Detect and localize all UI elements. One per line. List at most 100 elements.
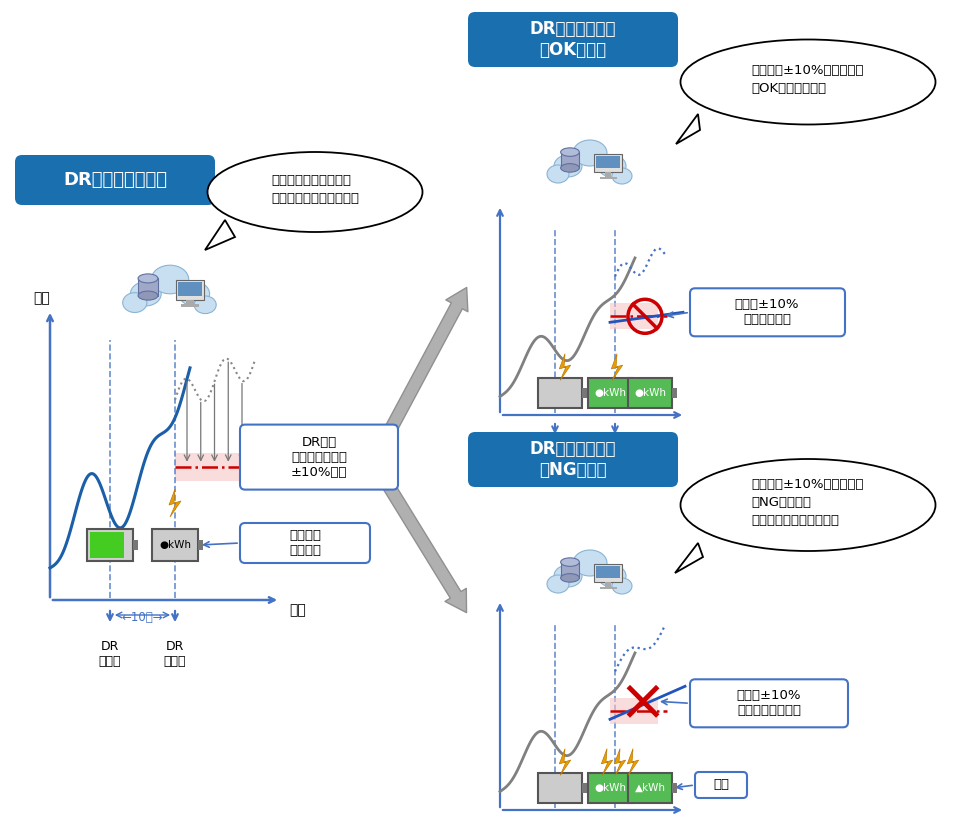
FancyBboxPatch shape xyxy=(468,12,678,67)
Ellipse shape xyxy=(547,165,569,183)
Bar xyxy=(538,378,582,408)
Ellipse shape xyxy=(561,573,579,582)
Bar xyxy=(152,529,198,561)
FancyBboxPatch shape xyxy=(690,288,845,336)
Polygon shape xyxy=(614,748,626,776)
Ellipse shape xyxy=(131,282,161,306)
Bar xyxy=(90,532,124,558)
Ellipse shape xyxy=(612,168,632,184)
Text: ▲kWh: ▲kWh xyxy=(635,783,665,793)
Bar xyxy=(672,388,677,398)
Text: ●kWh: ●kWh xyxy=(634,388,666,398)
Bar xyxy=(672,783,677,793)
Bar xyxy=(181,305,199,307)
Bar xyxy=(632,388,637,398)
Ellipse shape xyxy=(573,550,607,576)
Ellipse shape xyxy=(598,155,626,177)
Bar xyxy=(582,388,587,398)
Text: 放電量の
当初設定: 放電量の 当初設定 xyxy=(289,529,321,557)
Polygon shape xyxy=(627,748,638,776)
Bar xyxy=(561,563,579,578)
Bar xyxy=(538,773,582,803)
Text: ←10分→: ←10分→ xyxy=(122,611,163,624)
Text: DR
開始時: DR 開始時 xyxy=(164,640,186,668)
Polygon shape xyxy=(676,114,700,144)
Bar xyxy=(628,773,672,803)
Text: DR
予告時: DR 予告時 xyxy=(99,640,121,668)
FancyBboxPatch shape xyxy=(690,679,848,728)
Bar xyxy=(596,566,619,578)
Ellipse shape xyxy=(561,164,579,172)
Polygon shape xyxy=(560,748,570,776)
Polygon shape xyxy=(612,354,623,380)
Ellipse shape xyxy=(138,274,157,282)
FancyBboxPatch shape xyxy=(240,523,370,563)
Text: 変更: 変更 xyxy=(713,778,729,791)
Text: DR予告～開始まで: DR予告～開始まで xyxy=(63,171,167,189)
Text: DR中の実績確認
（OK事例）: DR中の実績確認 （OK事例） xyxy=(530,20,616,59)
Bar xyxy=(596,155,619,169)
Text: →: → xyxy=(627,781,639,795)
Ellipse shape xyxy=(612,578,632,594)
Ellipse shape xyxy=(681,40,935,125)
FancyBboxPatch shape xyxy=(240,425,398,490)
Bar xyxy=(610,303,658,330)
Text: 実績が±10%
範囲に収まらない: 実績が±10% 範囲に収まらない xyxy=(736,690,802,717)
Ellipse shape xyxy=(561,148,579,156)
Bar xyxy=(594,154,622,173)
Text: ・ベースラインの計算
・放電量設定、放電開始: ・ベースラインの計算 ・放電量設定、放電開始 xyxy=(271,174,359,206)
Bar xyxy=(588,378,632,408)
Bar xyxy=(561,152,579,168)
Bar xyxy=(594,563,622,582)
Bar xyxy=(176,280,204,300)
Text: 実績が±10%
範囲に収まる: 実績が±10% 範囲に収まる xyxy=(734,298,800,326)
Ellipse shape xyxy=(554,155,582,177)
Bar xyxy=(628,378,672,408)
Ellipse shape xyxy=(598,565,626,587)
Polygon shape xyxy=(169,489,181,517)
Bar xyxy=(605,582,612,586)
Ellipse shape xyxy=(138,291,157,300)
Polygon shape xyxy=(560,354,570,380)
Ellipse shape xyxy=(681,459,935,551)
Bar xyxy=(605,173,612,177)
Text: ●kWh: ●kWh xyxy=(594,388,626,398)
Text: DR
予告時: DR 予告時 xyxy=(543,452,566,480)
Ellipse shape xyxy=(179,282,209,306)
Text: ●kWh: ●kWh xyxy=(594,783,626,793)
Text: DR
開始時: DR 開始時 xyxy=(604,452,626,480)
Ellipse shape xyxy=(547,575,569,593)
Ellipse shape xyxy=(123,292,147,312)
Polygon shape xyxy=(205,220,235,250)
FancyBboxPatch shape xyxy=(15,155,215,205)
Ellipse shape xyxy=(573,140,607,166)
Text: →: → xyxy=(627,386,639,401)
Bar xyxy=(599,177,616,179)
Bar xyxy=(178,282,203,296)
Bar xyxy=(175,453,250,481)
Text: DR中の実績確認
（NG事例）: DR中の実績確認 （NG事例） xyxy=(530,440,616,479)
Polygon shape xyxy=(601,748,612,776)
Polygon shape xyxy=(675,543,703,573)
Bar xyxy=(138,278,157,296)
Text: ・実績が±10%範囲か確認
・OKの場合、続行: ・実績が±10%範囲か確認 ・OKの場合、続行 xyxy=(752,64,864,96)
Bar xyxy=(582,783,587,793)
Bar xyxy=(599,586,616,589)
Ellipse shape xyxy=(194,296,216,314)
Bar xyxy=(198,539,203,550)
Text: ・実績が±10%範囲か確認
・NGの場合、
　放電量の見直しを実績: ・実績が±10%範囲か確認 ・NGの場合、 放電量の見直しを実績 xyxy=(752,478,864,528)
FancyBboxPatch shape xyxy=(695,772,747,798)
Bar xyxy=(87,529,133,561)
FancyBboxPatch shape xyxy=(468,432,678,487)
Bar xyxy=(186,300,194,305)
Bar xyxy=(610,698,658,724)
Text: 時間: 時間 xyxy=(290,603,306,617)
Ellipse shape xyxy=(554,565,582,587)
Ellipse shape xyxy=(561,558,579,567)
Ellipse shape xyxy=(207,152,422,232)
Text: 時間: 時間 xyxy=(34,291,50,305)
Bar xyxy=(133,539,138,550)
Bar xyxy=(632,783,637,793)
Text: DR削減
要請量に対する
±10%範囲: DR削減 要請量に対する ±10%範囲 xyxy=(291,435,348,478)
Bar xyxy=(588,773,632,803)
